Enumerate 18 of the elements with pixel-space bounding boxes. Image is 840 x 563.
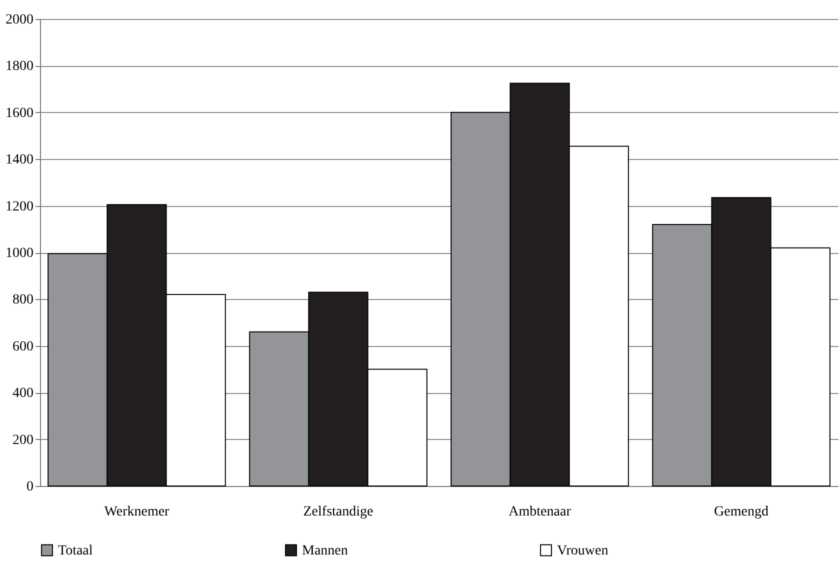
x-tick-label: Werknemer — [104, 504, 170, 520]
y-tick-label: 800 — [12, 292, 34, 308]
x-tick-label: Zelfstandige — [303, 504, 374, 520]
y-tick-label: 1400 — [6, 152, 34, 168]
y-tick-label: 1000 — [6, 246, 34, 261]
y-tick-label: 1200 — [6, 199, 34, 214]
y-tick-label: 600 — [12, 339, 34, 354]
legend-label: Mannen — [302, 543, 348, 558]
y-tick-label: 2000 — [6, 12, 34, 28]
legend-label: Totaal — [58, 543, 93, 558]
legend-label: Vrouwen — [557, 543, 608, 558]
y-tick-label: 1800 — [6, 59, 34, 74]
y-tick-label: 200 — [12, 432, 34, 448]
x-tick-label: Gemengd — [714, 504, 768, 520]
y-tick-label: 1600 — [6, 106, 34, 121]
y-tick-label: 400 — [12, 386, 34, 402]
x-tick-label: Ambtenaar — [508, 504, 572, 520]
y-tick-label: 0 — [26, 480, 34, 494]
